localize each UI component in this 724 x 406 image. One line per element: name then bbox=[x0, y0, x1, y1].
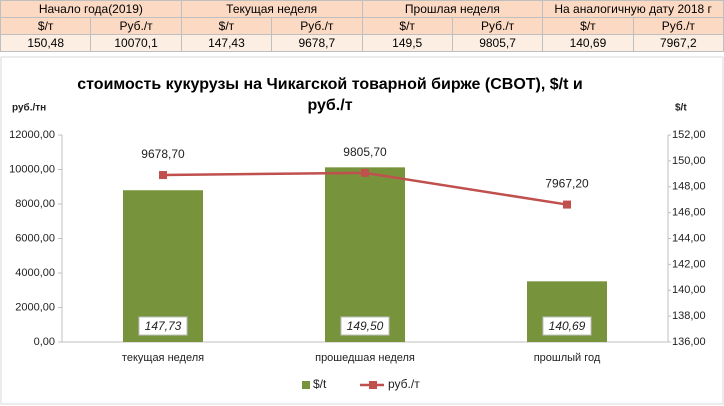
y2-axis-label: $/t bbox=[675, 103, 687, 114]
value-cell: 149,5 bbox=[361, 34, 453, 52]
value-cell: 9678,7 bbox=[271, 34, 363, 52]
marker bbox=[361, 168, 369, 177]
y-tick-label: 8000,00 bbox=[15, 198, 55, 210]
y2-tick-label: 140,00 bbox=[672, 284, 706, 296]
marker bbox=[159, 171, 167, 180]
data-label-box bbox=[133, 147, 193, 164]
data-label: 149,50 bbox=[347, 319, 384, 333]
y2-tick-label: 136,00 bbox=[672, 336, 706, 348]
group-header: Текущая неделя bbox=[180, 0, 363, 18]
data-label: 7967,20 bbox=[545, 177, 589, 191]
y2-tick-label: 152,00 bbox=[672, 129, 706, 141]
price-table: Начало года(2019) Текущая неделя Прошлая н… bbox=[0, 0, 724, 52]
y2-tick-label: 150,00 bbox=[672, 155, 706, 167]
unit-header: Руб./т bbox=[632, 17, 724, 35]
data-label: 140,69 bbox=[549, 319, 586, 333]
value-cell: 150,48 bbox=[0, 34, 92, 52]
unit-header: $/т bbox=[180, 17, 273, 35]
marker bbox=[563, 200, 571, 209]
data-label: 147,73 bbox=[145, 319, 182, 333]
y-tick-label: 12000,00 bbox=[9, 129, 55, 141]
unit-header: Руб./т bbox=[90, 17, 182, 35]
unit-header: $/т bbox=[361, 17, 453, 35]
unit-header: $/т bbox=[0, 17, 92, 35]
group-row: Начало года(2019) Текущая неделя Прошлая н… bbox=[0, 0, 724, 18]
y2-tick-label: 142,00 bbox=[672, 258, 706, 270]
group-header: На аналогичную дату 2018 г bbox=[542, 0, 724, 18]
y-axis-label: руб./тн bbox=[12, 102, 46, 114]
data-label: 9678,70 bbox=[141, 147, 185, 161]
legend-swatch bbox=[369, 381, 377, 389]
y2-tick-label: 148,00 bbox=[672, 181, 706, 193]
chart-title: стоимость кукурузы на Чикагской товарной… bbox=[77, 76, 583, 114]
legend-label: руб./т bbox=[388, 377, 420, 391]
legend-label: $/t bbox=[313, 377, 327, 391]
y2-tick-label: 138,00 bbox=[672, 310, 706, 322]
subheader-row: $/т Руб./т $/т Руб./т $/т Руб./т $/т Руб./т bbox=[0, 17, 724, 35]
unit-header: Руб./т bbox=[271, 17, 363, 35]
value-cell: 7967,2 bbox=[632, 34, 724, 52]
unit-header: $/т bbox=[542, 17, 634, 35]
x-tick-label: прошлый год bbox=[534, 352, 601, 364]
value-cell: 10070,1 bbox=[90, 34, 182, 52]
data-label-box bbox=[537, 176, 597, 193]
x-tick-label: текущая неделя bbox=[122, 352, 204, 364]
group-header: Прошлая неделя bbox=[361, 0, 544, 18]
value-cell: 147,43 bbox=[180, 34, 273, 52]
value-cell: 9805,7 bbox=[451, 34, 544, 52]
data-label-box bbox=[138, 316, 188, 336]
group-header: Начало года(2019) bbox=[0, 0, 182, 18]
value-row: 150,48 10070,1 147,43 9678,7 149,5 9805,7 140,… bbox=[0, 34, 724, 52]
legend-swatch bbox=[302, 381, 310, 389]
bar bbox=[325, 167, 405, 342]
data-label-box bbox=[335, 144, 395, 161]
x-tick-label: прошедшая неделя bbox=[315, 352, 415, 364]
y-tick-label: 0,00 bbox=[34, 336, 55, 348]
y2-tick-label: 146,00 bbox=[672, 207, 706, 219]
y-tick-label: 6000,00 bbox=[15, 232, 55, 244]
y2-tick-label: 144,00 bbox=[672, 232, 706, 244]
unit-header: Руб./т bbox=[451, 17, 544, 35]
y-tick-label: 10000,00 bbox=[9, 163, 55, 175]
y-tick-label: 4000,00 bbox=[15, 267, 55, 279]
data-label: 9805,70 bbox=[343, 145, 387, 159]
data-label-box bbox=[542, 316, 592, 336]
data-label-box bbox=[340, 316, 390, 336]
chart: руб./тн $/t 0,00 2000,00 4000,00 6000,00 8000,… bbox=[0, 56, 724, 405]
value-cell: 140,69 bbox=[542, 34, 634, 52]
y-tick-label: 2000,00 bbox=[15, 301, 55, 313]
